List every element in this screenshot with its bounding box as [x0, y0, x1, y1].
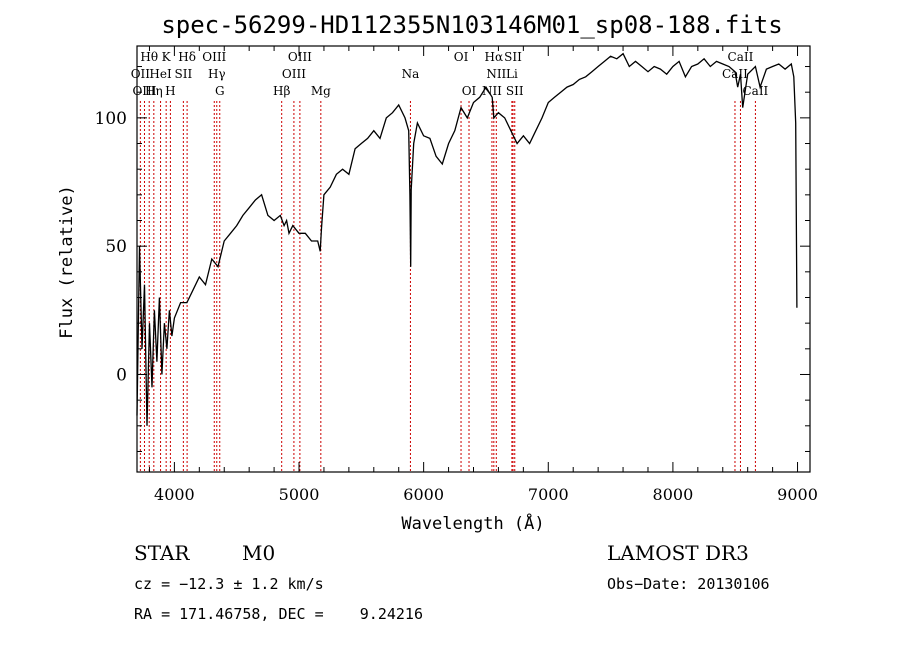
object-class: STAR [134, 541, 190, 565]
line-marker-label: OI [454, 50, 469, 64]
x-tick-label: 5000 [279, 485, 320, 504]
x-tick-label: 9000 [777, 485, 818, 504]
plot-frame [136, 45, 811, 473]
x-axis-label: Wavelength (Å) [401, 512, 544, 534]
line-marker-label: Hβ [273, 84, 290, 98]
x-tick-label: 6000 [403, 485, 444, 504]
line-marker-label: SII [506, 84, 524, 98]
x-tick-label: 7000 [528, 485, 569, 504]
line-marker-label: Hα [485, 50, 504, 64]
line-marker-label: OIII [132, 84, 156, 98]
spectrum-series-line [136, 52, 798, 426]
y-tick-label: 50 [105, 237, 127, 257]
line-marker-label: OIII [288, 50, 312, 64]
line-marker-label: HeI [149, 67, 172, 81]
x-tick-label: 4000 [154, 485, 195, 504]
object-subclass: M0 [242, 541, 276, 565]
line-marker-label: H [165, 84, 175, 98]
line-marker-label: CaII [742, 84, 768, 98]
x-tick-label: 8000 [653, 485, 694, 504]
line-marker-label: SII [504, 50, 522, 64]
redshift-cz: cz = −12.3 ± 1.2 km/s [134, 575, 324, 593]
line-marker-label: Hδ [178, 50, 196, 64]
line-marker-label: Hθ [140, 50, 158, 64]
obs-date: Obs−Date: 20130106 [607, 575, 770, 593]
line-marker-label: Hη [145, 84, 163, 98]
line-marker-label: Hγ [208, 67, 226, 81]
chart-title: spec-56299-HD112355N103146M01_sp08-188.f… [161, 11, 782, 39]
y-tick-label: 0 [116, 365, 127, 385]
emission-line-markers [139, 101, 756, 472]
line-marker-label: OIII [202, 50, 226, 64]
y-axis-ticks: 0 50 100 [95, 66, 810, 452]
line-marker-label: OI [462, 84, 477, 98]
survey-name: LAMOST DR3 [607, 541, 749, 565]
line-marker-label: Na [402, 67, 420, 81]
x-axis-ticks: 4000 5000 6000 7000 8000 9000 [148, 46, 818, 504]
line-marker-label: CaII [728, 50, 754, 64]
line-marker-label: NII [486, 67, 506, 81]
line-marker-label: Li [506, 67, 518, 81]
ra-dec: RA = 171.46758, DEC = 9.24216 [134, 605, 423, 623]
line-marker-label: NII [482, 84, 502, 98]
line-marker-label: OII [131, 67, 151, 81]
y-tick-label: 100 [95, 109, 127, 129]
y-axis-label: Flux (relative) [57, 185, 77, 339]
line-marker-label: G [215, 84, 225, 98]
line-marker-label: SII [175, 67, 193, 81]
line-marker-label: Mg [311, 84, 331, 98]
line-marker-label: OIII [282, 67, 306, 81]
line-marker-label: K [162, 50, 172, 64]
